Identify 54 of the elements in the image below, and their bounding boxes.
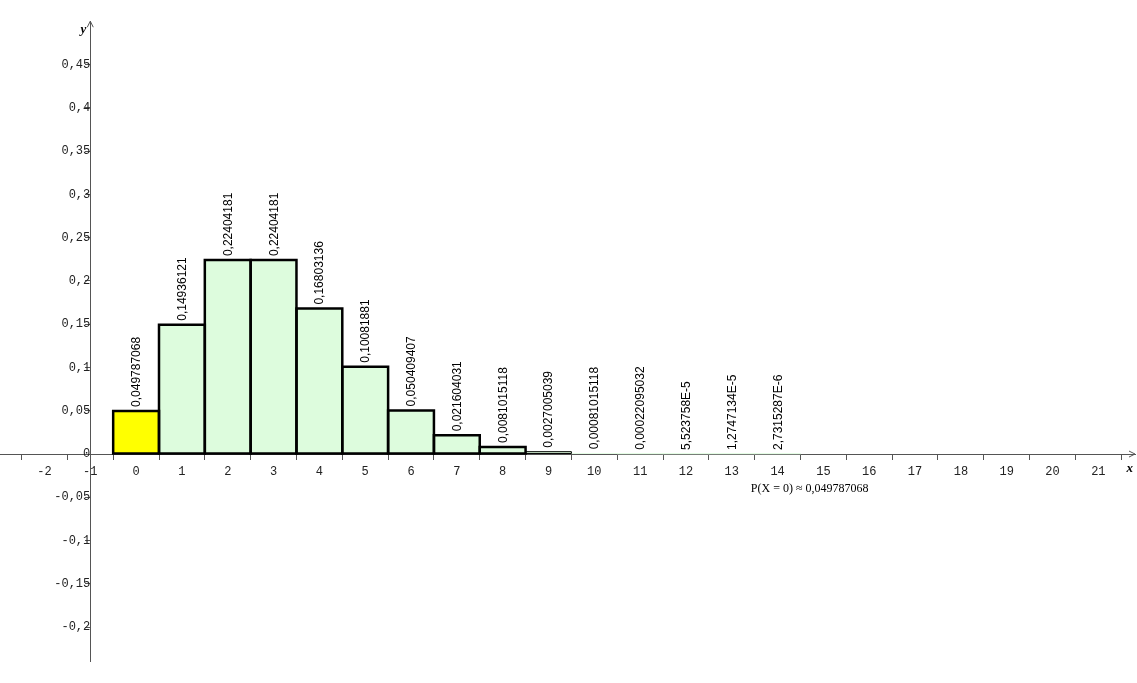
y-axis-title: y xyxy=(78,21,87,37)
x-tick-label: 0 xyxy=(132,465,140,480)
annotation: P(X = 0) ≈ 0,049787068 xyxy=(750,481,869,496)
y-tick-label: -0,05 xyxy=(54,490,91,505)
x-tick-label: 6 xyxy=(407,465,415,480)
x-tick-label: 20 xyxy=(1045,465,1060,480)
x-tick-label: 12 xyxy=(678,465,694,480)
data-label: 0,050409407 xyxy=(404,336,419,407)
x-tick-label: 2 xyxy=(224,465,232,480)
data-label: 0,00022095032 xyxy=(633,366,648,450)
x-tick-label: 16 xyxy=(862,465,877,480)
y-tick-label: 0,3 xyxy=(68,187,91,202)
y-tick-label: 0,1 xyxy=(68,360,91,375)
x-axis-title: x xyxy=(1125,460,1134,476)
x-tick-label: 9 xyxy=(544,465,553,480)
x-tick-label: 4 xyxy=(315,465,323,480)
data-label: 0,10081881 xyxy=(358,299,373,363)
data-label: 2,7315287E-6 xyxy=(770,374,785,451)
x-tick-label: 5 xyxy=(361,465,369,480)
data-label: 5,523758E-5 xyxy=(678,380,693,450)
x-tick-label: 21 xyxy=(1091,465,1106,480)
y-tick-label: 0,15 xyxy=(61,317,91,332)
y-tick-label: 0,4 xyxy=(68,100,91,115)
data-label: 0,0081015118 xyxy=(495,366,510,444)
y-tick-label: -0,15 xyxy=(54,577,91,592)
y-tick-label: 0,45 xyxy=(61,57,91,72)
y-tick-label: -0,2 xyxy=(61,620,91,635)
data-label: 0,22404181 xyxy=(266,192,281,257)
x-tick-label: 3 xyxy=(269,465,278,480)
y-tick-label: 0,35 xyxy=(61,144,91,159)
x-tick-label: 17 xyxy=(907,465,923,480)
x-tick-label: 18 xyxy=(953,465,969,480)
data-label: 0,049787068 xyxy=(129,336,144,407)
x-tick-label: 7 xyxy=(453,465,461,480)
y-tick-label: -0,1 xyxy=(61,533,91,548)
x-tick-label: 14 xyxy=(770,465,785,480)
x-tick-label: 11 xyxy=(632,465,648,480)
data-label: 0,22404181 xyxy=(220,192,235,257)
x-tick-label: 1 xyxy=(178,465,186,480)
x-tick-label: 19 xyxy=(999,465,1014,480)
x-tick-label: 15 xyxy=(816,465,831,480)
data-label: 0,14936121 xyxy=(174,257,189,321)
x-tick-label: 10 xyxy=(587,465,602,480)
x-tick-label: 13 xyxy=(724,465,739,480)
data-label: 1,2747134E-5 xyxy=(724,374,739,451)
data-label: 0,021604031 xyxy=(449,360,464,432)
x-tick-label: -2 xyxy=(37,465,52,480)
data-label: 0,16803136 xyxy=(312,240,327,305)
x-tick-label: 8 xyxy=(499,465,507,480)
data-label: 0,00081015118 xyxy=(587,366,602,450)
y-tick-label: 0,25 xyxy=(61,230,91,245)
data-label: 0,0027005039 xyxy=(541,370,556,448)
y-tick-label: 0,05 xyxy=(61,403,91,418)
y-tick-label: 0,2 xyxy=(68,274,91,289)
